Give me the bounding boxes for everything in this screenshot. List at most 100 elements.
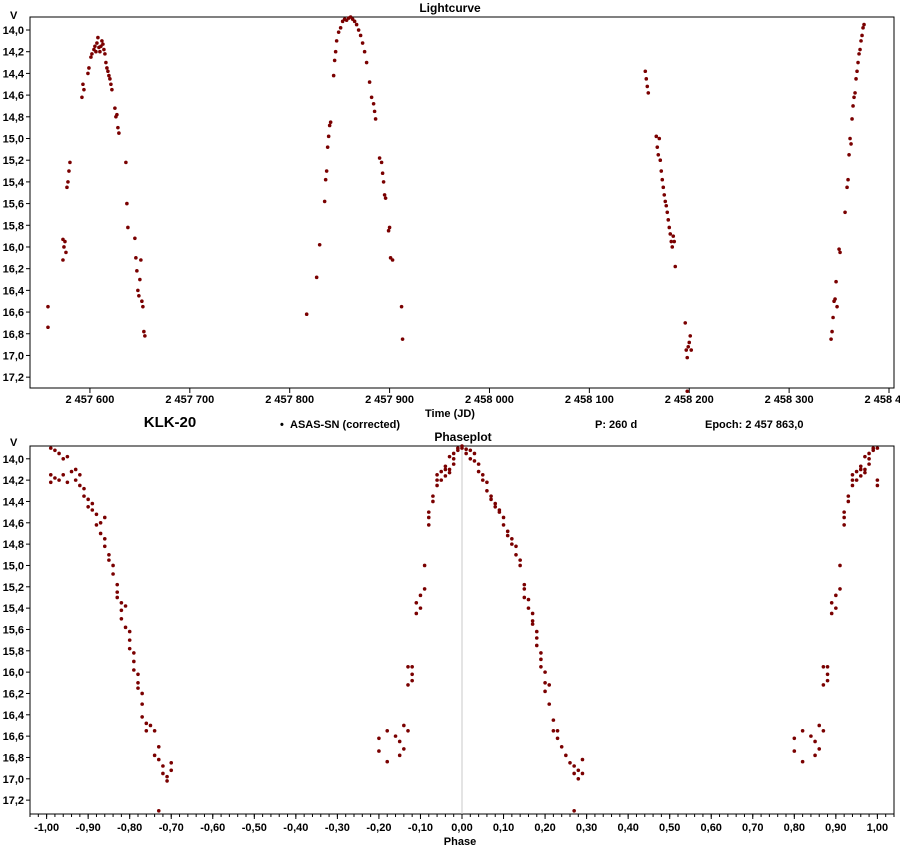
- lightcurve-data-point: [46, 325, 50, 330]
- lightcurve-data-point: [689, 348, 694, 352]
- lightcurve-data-point: [107, 73, 111, 78]
- phaseplot-data-point: [813, 753, 817, 758]
- lightcurve-data-point: [98, 49, 102, 54]
- lightcurve-data-point: [110, 87, 114, 92]
- lightcurve-data-point: [137, 293, 141, 298]
- phaseplot-points: [48, 444, 880, 813]
- phaseplot-data-point: [406, 665, 410, 669]
- phaseplot-data-point: [568, 761, 572, 765]
- phaseplot-data-point: [534, 636, 539, 640]
- lightcurve-data-point: [322, 199, 327, 204]
- lightcurve-data-point: [833, 297, 837, 301]
- lightcurve-data-point: [655, 145, 660, 149]
- phaseplot-data-point: [410, 672, 414, 677]
- phaseplot-data-point: [460, 446, 464, 450]
- lightcurve-data-point: [117, 131, 121, 135]
- phaseplot-data-point: [152, 729, 157, 733]
- phaseplot-x-tick-label: -0,70: [159, 822, 184, 834]
- phaseplot-data-point: [547, 702, 552, 706]
- lightcurve-x-tick-label: 2 457 600: [65, 394, 114, 406]
- phaseplot-data-point: [61, 457, 66, 461]
- phaseplot-data-point: [156, 757, 161, 762]
- lightcurve-data-point: [657, 136, 662, 141]
- phaseplot-data-point: [127, 638, 132, 642]
- phaseplot-x-tick-label: -1,00: [34, 822, 59, 834]
- lightcurve-data-point: [332, 58, 337, 63]
- phaseplot-data-point: [65, 480, 70, 485]
- lightcurve-data-point: [95, 41, 99, 45]
- lightcurve-data-point: [850, 117, 854, 121]
- lightcurve-data-point: [656, 152, 661, 157]
- phaseplot-data-point: [497, 508, 502, 512]
- phaseplot-data-point: [111, 563, 115, 568]
- lightcurve-data-point: [66, 180, 70, 184]
- phaseplot-data-point: [73, 478, 78, 482]
- phaseplot-data-point: [410, 665, 414, 669]
- phaseplot-data-point: [115, 595, 120, 600]
- legend-label: ASAS-SN (corrected): [290, 419, 400, 431]
- lightcurve-y-tick-label: 16,0: [3, 242, 24, 254]
- phaseplot-y-tick-label: 15,8: [3, 646, 24, 658]
- lightcurve-data-point: [317, 243, 322, 247]
- lightcurve-data-point: [331, 73, 336, 78]
- phaseplot-data-point: [543, 670, 547, 674]
- phaseplot-data-point: [443, 474, 448, 478]
- phaseplot-data-point: [169, 761, 174, 765]
- lightcurve-data-point: [382, 193, 387, 197]
- epoch-label: Epoch: 2 457 863,0: [705, 419, 803, 431]
- lightcurve-data-point: [46, 304, 50, 309]
- lightcurve-data-point: [837, 247, 841, 251]
- phaseplot-y-tick-label: 16,0: [3, 667, 24, 679]
- phaseplot-y-label: V: [10, 437, 18, 449]
- phaseplot-data-point: [132, 668, 136, 672]
- phaseplot-data-point: [468, 448, 473, 453]
- lightcurve-data-point: [847, 152, 851, 157]
- phaseplot-data-point: [410, 678, 414, 683]
- phaseplot-data-point: [858, 474, 863, 478]
- phaseplot-data-point: [505, 529, 510, 534]
- phaseplot-data-point: [867, 451, 871, 456]
- phaseplot-data-point: [510, 542, 514, 546]
- lightcurve-data-point: [104, 60, 108, 65]
- lightcurve-data-point: [658, 158, 663, 162]
- phaseplot-data-point: [406, 729, 410, 733]
- lightcurve-data-point: [67, 169, 71, 173]
- phaseplot-data-point: [140, 702, 144, 706]
- lightcurve-data-point: [139, 258, 143, 262]
- phaseplot-x-tick-label: -0,50: [242, 822, 267, 834]
- lightcurve-data-point: [90, 52, 94, 56]
- phaseplot-x-tick-label: 0,10: [493, 822, 514, 834]
- lightcurve-data-point: [325, 145, 330, 149]
- lightcurve-data-point: [115, 112, 119, 117]
- phaseplot-data-point: [102, 515, 107, 520]
- phaseplot-data-point: [78, 473, 82, 477]
- phaseplot-data-point: [863, 454, 867, 459]
- lightcurve-data-point: [125, 201, 129, 206]
- phaseplot-data-point: [136, 681, 140, 685]
- lightcurve-data-point: [367, 80, 372, 84]
- phaseplot-data-point: [514, 544, 518, 549]
- lightcurve-data-point: [660, 177, 665, 182]
- lightcurve-data-point: [140, 299, 144, 304]
- lightcurve-data-point: [862, 22, 866, 27]
- lightcurve-data-point: [356, 28, 361, 32]
- phaseplot-data-point: [422, 587, 427, 591]
- lightcurve-data-point: [838, 250, 842, 255]
- phaseplot-data-point: [809, 734, 813, 738]
- phaseplot-data-point: [431, 494, 435, 498]
- lightcurve-data-point: [333, 49, 338, 54]
- phaseplot-data-point: [447, 454, 452, 459]
- lightcurve-data-point: [843, 210, 847, 215]
- phaseplot-data-point: [530, 622, 535, 626]
- phaseplot-data-point: [817, 747, 822, 751]
- lightcurve-data-point: [688, 334, 693, 338]
- phaseplot-data-point: [543, 681, 547, 685]
- lightcurve-data-point: [61, 258, 65, 262]
- phaseplot-data-point: [539, 657, 543, 662]
- lightcurve-data-point: [124, 160, 128, 165]
- lightcurve-y-tick-label: 16,6: [3, 307, 24, 319]
- lightcurve-data-point: [93, 44, 97, 49]
- phaseplot-x-tick-label: -0,80: [117, 822, 142, 834]
- lightcurve-data-point: [383, 196, 388, 200]
- phaseplot-x-tick-label: -0,90: [76, 822, 101, 834]
